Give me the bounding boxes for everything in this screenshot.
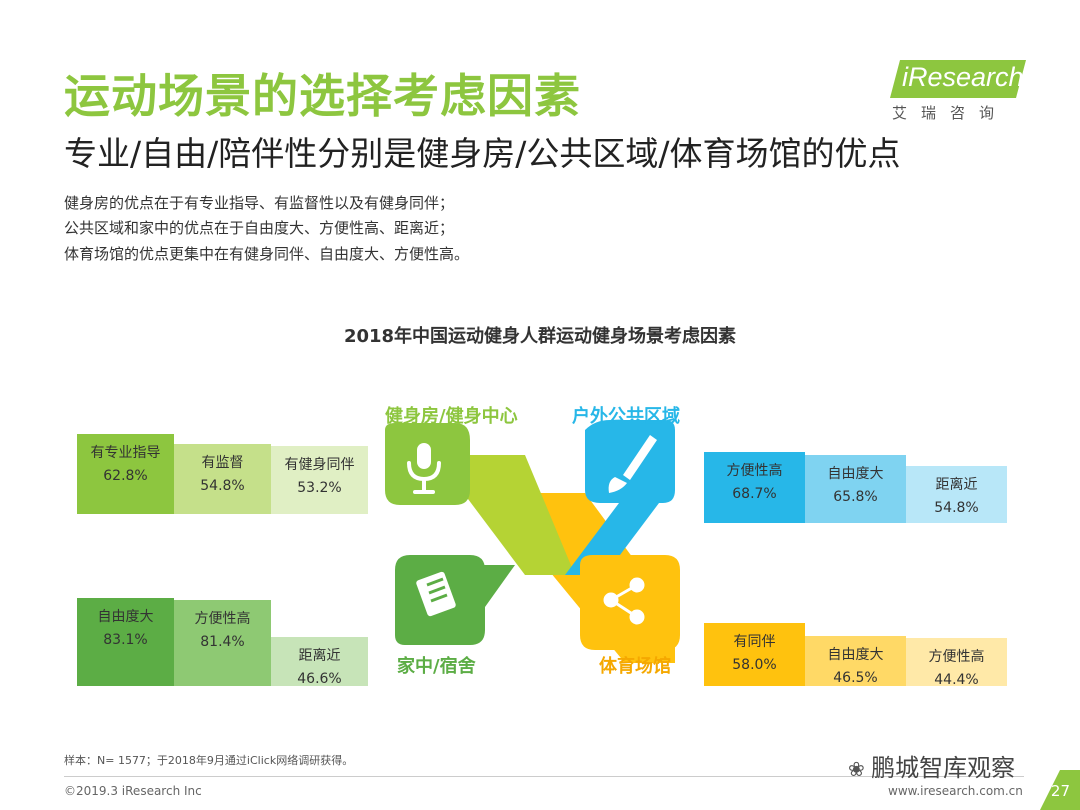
chart-bar: 自由度大 46.5% <box>805 636 906 686</box>
sample-note: 样本：N= 1577；于2018年9月通过iClick网络调研获得。 <box>64 754 354 767</box>
bar-label: 距离近 <box>298 648 341 664</box>
bar-label: 有同伴 <box>733 634 776 650</box>
page-corner-icon <box>1040 770 1080 810</box>
page-title: 运动场景的选择考虑因素 <box>64 69 581 123</box>
chart-title: 2018年中国运动健身人群运动健身场景考虑因素 <box>343 326 737 347</box>
bar-value: 53.2% <box>297 480 342 496</box>
chart-bar: 有监督 54.8% <box>174 444 271 514</box>
document-icon <box>416 571 456 617</box>
bar-label: 方便性高 <box>928 649 985 665</box>
page-subtitle: 专业/自由/陪伴性分别是健身房/公共区域/体育场馆的优点 <box>64 134 901 173</box>
venue-label-stadium: 体育场馆 <box>599 656 671 677</box>
description-line: 公共区域和家中的优点在于自由度大、方便性高、距离近； <box>64 219 455 237</box>
description-line: 健身房的优点在于有专业指导、有监督性以及有健身同伴； <box>64 194 455 212</box>
chart-bar: 距离近 46.6% <box>271 637 368 687</box>
chart-bar: 有同伴 58.0% <box>704 623 805 686</box>
bar-label: 有健身同伴 <box>284 457 355 473</box>
description-line: 体育场馆的优点更集中在有健身同伴、自由度大、方便性高。 <box>64 245 470 263</box>
bar-value: 65.8% <box>833 489 878 505</box>
chart-bar: 距离近 54.8% <box>906 466 1007 523</box>
share-icon <box>603 577 645 625</box>
bar-label: 有监督 <box>201 455 244 471</box>
logo-brand: iResearch <box>902 62 1024 92</box>
outdoor-badge <box>585 420 675 503</box>
chart-bar: 方便性高 68.7% <box>704 452 805 523</box>
stadium-badge <box>580 555 680 650</box>
bar-label: 自由度大 <box>827 647 884 663</box>
bar-value: 54.8% <box>200 478 245 494</box>
iresearch-logo: iResearch 艾瑞咨询 <box>890 58 1030 128</box>
logo-banner-icon <box>890 60 1026 98</box>
bar-label: 自由度大 <box>97 609 154 625</box>
chart-bar: 有健身同伴 53.2% <box>271 446 368 514</box>
bar-label: 自由度大 <box>827 466 884 482</box>
bar-value: 68.7% <box>732 486 777 502</box>
chart-bar: 自由度大 83.1% <box>77 598 174 686</box>
chart-bar: 方便性高 44.4% <box>906 638 1007 688</box>
venue-label-home: 家中/宿舍 <box>397 656 476 677</box>
bar-value: 46.6% <box>297 671 342 687</box>
chart-bar: 自由度大 65.8% <box>805 455 906 523</box>
logo-subtitle: 艾瑞咨询 <box>892 104 1009 122</box>
venue-band-outdoor <box>565 495 665 575</box>
bar-value: 54.8% <box>934 500 979 516</box>
watermark: ❀ 鹏城智库观察 <box>848 754 1016 782</box>
venue-label-outdoor: 户外公共区域 <box>572 406 680 427</box>
bar-value: 46.5% <box>833 670 878 686</box>
bar-value: 81.4% <box>200 634 245 650</box>
bar-value: 62.8% <box>103 468 148 484</box>
bar-value: 58.0% <box>732 657 777 673</box>
paintbrush-icon <box>608 435 657 493</box>
site-url: www.iresearch.com.cn <box>888 784 1023 798</box>
wechat-icon: ❀ <box>848 757 872 781</box>
chart-bar: 方便性高 81.4% <box>174 600 271 686</box>
microphone-icon <box>407 443 441 494</box>
bar-value: 83.1% <box>103 632 148 648</box>
venue-label-gym: 健身房/健身中心 <box>385 406 518 427</box>
page-number: 27 <box>1050 782 1070 800</box>
bar-label: 距离近 <box>935 477 978 493</box>
bar-label: 方便性高 <box>194 611 251 627</box>
bar-label: 有专业指导 <box>90 445 161 461</box>
bar-label: 方便性高 <box>726 463 783 479</box>
bar-value: 44.4% <box>934 672 979 688</box>
copyright: ©2019.3 iResearch Inc <box>64 784 202 798</box>
venue-cross-diagram <box>385 420 680 663</box>
footer-divider <box>64 776 1024 777</box>
chart-bar: 有专业指导 62.8% <box>77 434 174 514</box>
